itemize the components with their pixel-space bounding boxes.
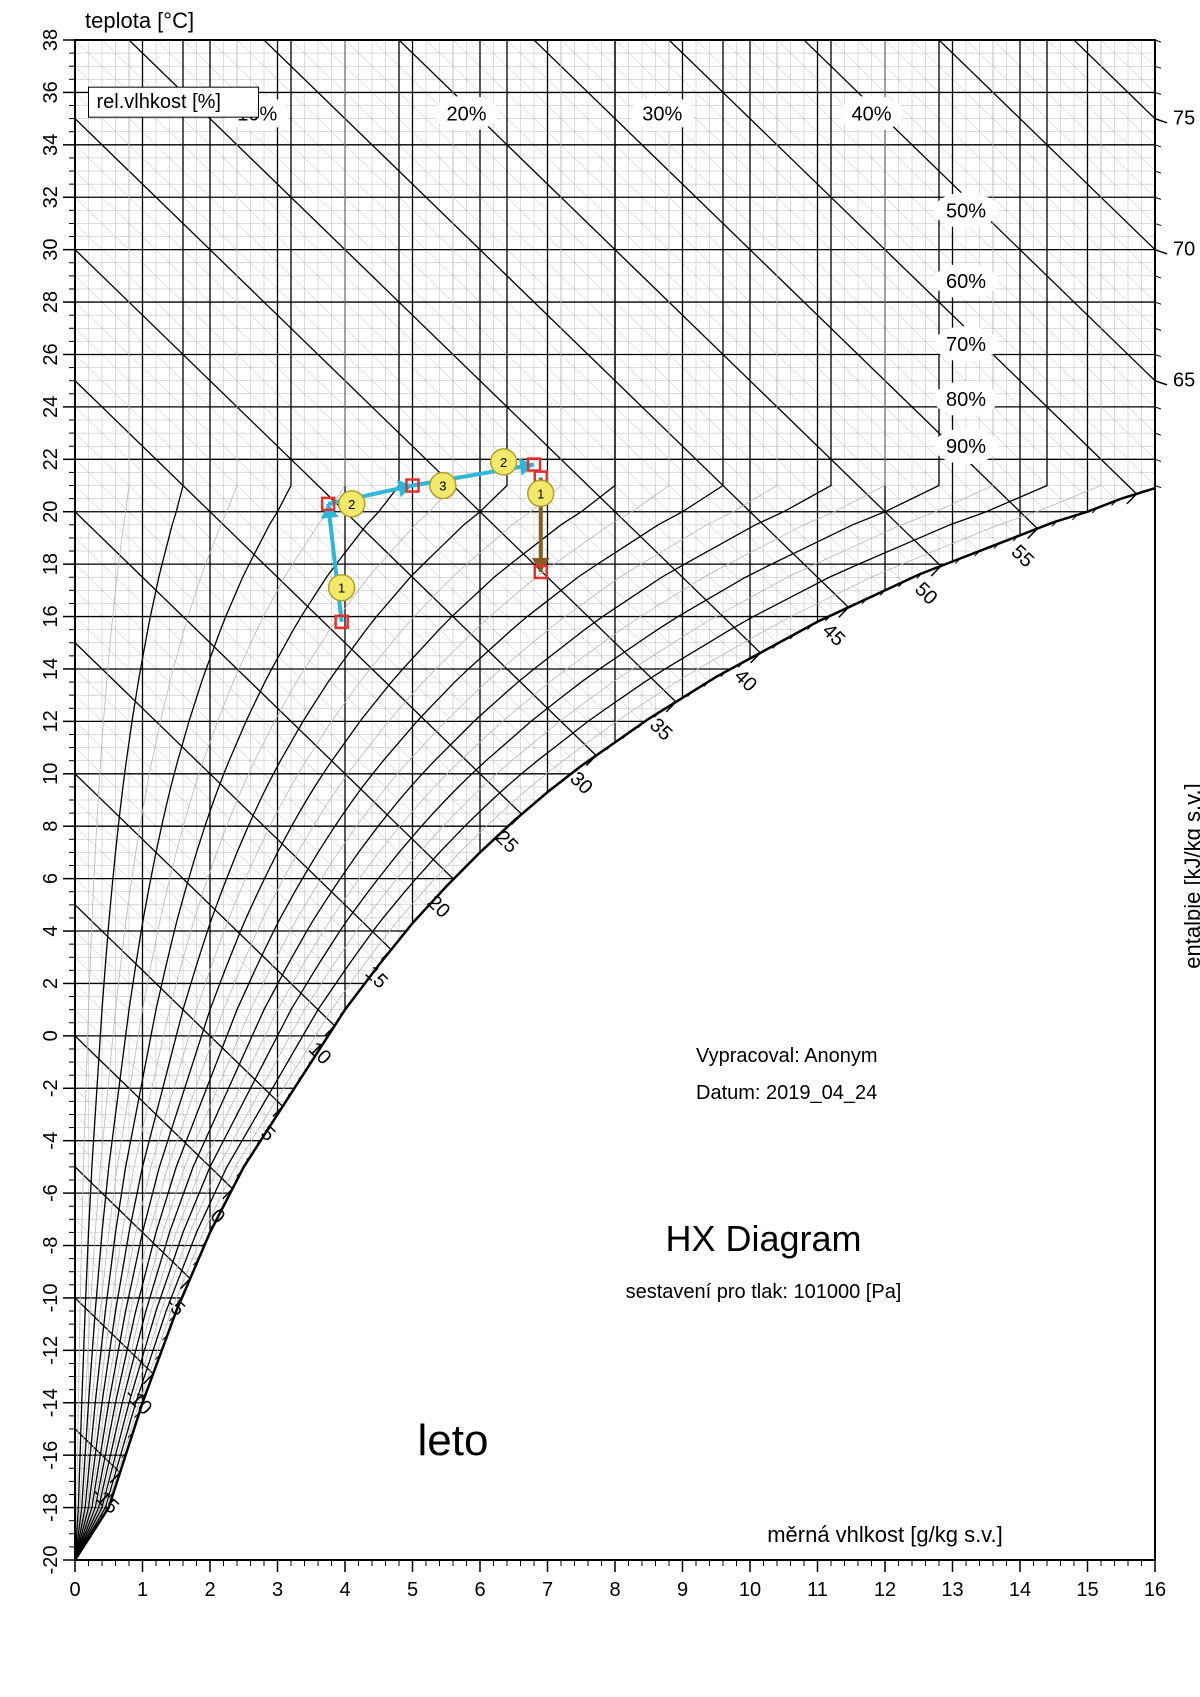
y-tick-label: 22 bbox=[40, 448, 62, 470]
x-tick-label: 15 bbox=[1076, 1579, 1098, 1601]
x-tick-label: 9 bbox=[677, 1579, 688, 1601]
x-tick-label: 1 bbox=[137, 1579, 148, 1601]
state-point-label: 2 bbox=[500, 455, 507, 470]
y-tick-label: 0 bbox=[40, 1030, 62, 1041]
x-tick-label: 8 bbox=[609, 1579, 620, 1601]
y-tick-label: -8 bbox=[40, 1237, 62, 1255]
x-tick-label: 5 bbox=[407, 1579, 418, 1601]
x-tick-label: 4 bbox=[339, 1579, 350, 1601]
x-tick-label: 0 bbox=[69, 1579, 80, 1601]
y-tick-label: 10 bbox=[40, 763, 62, 785]
enthalpy-right-tick: 70 bbox=[1173, 239, 1195, 261]
x-tick-label: 16 bbox=[1144, 1579, 1166, 1601]
y-tick-label: -12 bbox=[40, 1336, 62, 1365]
x-tick-label: 12 bbox=[874, 1579, 896, 1601]
y-tick-label: -2 bbox=[40, 1079, 62, 1097]
x-tick-label: 10 bbox=[739, 1579, 761, 1601]
y-tick-label: 36 bbox=[40, 81, 62, 103]
y-tick-label: 8 bbox=[40, 821, 62, 832]
x-tick-label: 2 bbox=[204, 1579, 215, 1601]
y-tick-label: 4 bbox=[40, 925, 62, 936]
y-tick-label: -4 bbox=[40, 1132, 62, 1150]
state-point-label: 1 bbox=[338, 581, 345, 596]
y-tick-label: 12 bbox=[40, 710, 62, 732]
rh-label: 20% bbox=[446, 103, 486, 125]
rh-box-label: rel.vlhkost [%] bbox=[97, 91, 221, 113]
rh-label: 50% bbox=[946, 200, 986, 222]
y-tick-label: -20 bbox=[40, 1546, 62, 1575]
y-tick-label: 6 bbox=[40, 873, 62, 884]
y-tick-label: 20 bbox=[40, 501, 62, 523]
y-tick-label: 32 bbox=[40, 186, 62, 208]
enthalpy-right-tick: 75 bbox=[1173, 108, 1195, 130]
plot-area: 10%20%30%40%50%60%70%80%90%rel.vlhkost [… bbox=[42, 0, 1155, 1697]
x-tick-label: 13 bbox=[941, 1579, 963, 1601]
x-tick-label: 14 bbox=[1009, 1579, 1031, 1601]
state-point-label: 3 bbox=[439, 479, 446, 494]
state-point-label: 1 bbox=[537, 486, 544, 501]
chart-title: HX Diagram bbox=[665, 1218, 861, 1259]
x-tick-label: 3 bbox=[272, 1579, 283, 1601]
y-tick-label: 30 bbox=[40, 239, 62, 261]
y-tick-label: -14 bbox=[40, 1388, 62, 1417]
x-tick-label: 7 bbox=[542, 1579, 553, 1601]
y-tick-label: 18 bbox=[40, 553, 62, 575]
y-tick-label: -6 bbox=[40, 1184, 62, 1202]
chart-subtitle: sestavení pro tlak: 101000 [Pa] bbox=[626, 1281, 902, 1303]
rh-label: 70% bbox=[946, 334, 986, 356]
rh-label: 60% bbox=[946, 271, 986, 293]
info-date: Datum: 2019_04_24 bbox=[696, 1082, 877, 1104]
y-tick-label: -18 bbox=[40, 1493, 62, 1522]
enthalpy-axis-label: entalpie [kJ/kg s.v.] bbox=[1180, 783, 1200, 968]
x-tick-label: 6 bbox=[474, 1579, 485, 1601]
x-tick-label: 11 bbox=[807, 1579, 828, 1601]
y-tick-label: 28 bbox=[40, 291, 62, 313]
rh-label: 80% bbox=[946, 389, 986, 411]
x-axis-label: měrná vhlkost [g/kg s.v.] bbox=[767, 1522, 1003, 1547]
y-tick-label: 2 bbox=[40, 978, 62, 989]
info-author: Vypracoval: Anonym bbox=[696, 1045, 878, 1067]
y-tick-label: 14 bbox=[40, 658, 62, 680]
chart-big-word: leto bbox=[418, 1416, 489, 1465]
y-tick-label: 24 bbox=[40, 396, 62, 418]
y-tick-label: 26 bbox=[40, 343, 62, 365]
rh-label: 90% bbox=[946, 436, 986, 458]
state-point-label: 2 bbox=[348, 497, 355, 512]
y-tick-label: 16 bbox=[40, 605, 62, 627]
enthalpy-right-tick: 65 bbox=[1173, 370, 1195, 392]
y-tick-label: 34 bbox=[40, 134, 62, 156]
y-tick-label: -10 bbox=[40, 1283, 62, 1312]
y-tick-label: -16 bbox=[40, 1441, 62, 1470]
rh-label: 40% bbox=[851, 103, 891, 125]
y-axis-label: teplota [°C] bbox=[85, 8, 194, 33]
rh-label: 30% bbox=[642, 103, 682, 125]
y-tick-label: 38 bbox=[40, 29, 62, 51]
